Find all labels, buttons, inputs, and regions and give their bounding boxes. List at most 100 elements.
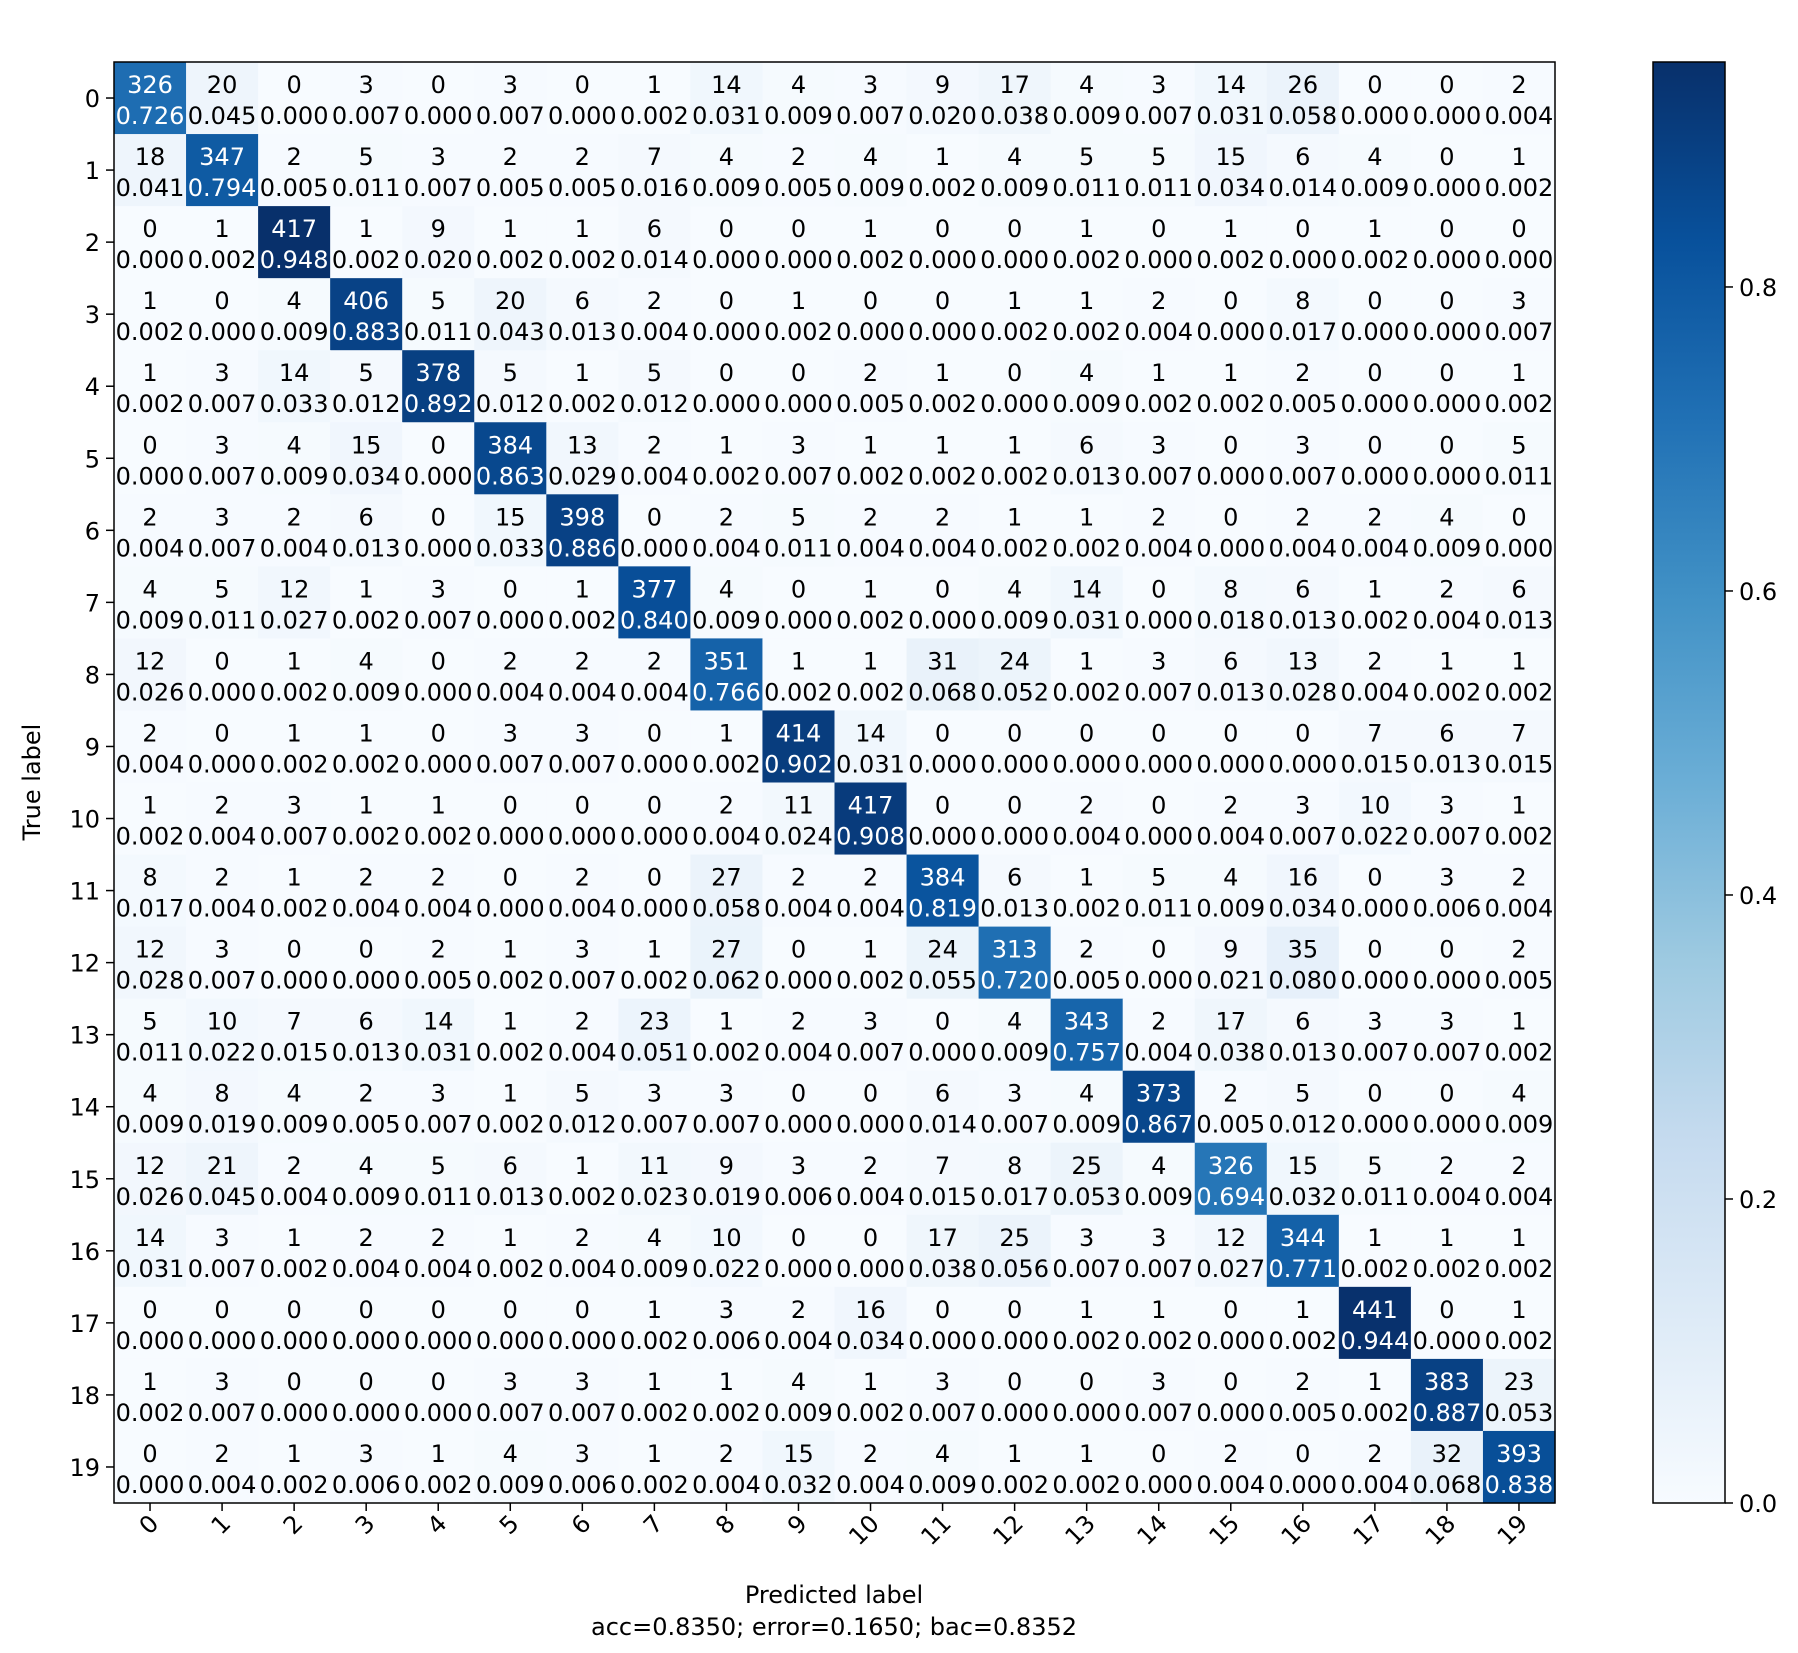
cell-ratio-label: 0.883 [332, 318, 401, 346]
cell-ratio-label: 0.007 [620, 1111, 689, 1139]
colorbar-tick-label: 0.0 [1739, 1490, 1777, 1518]
cell-ratio-label: 0.002 [1052, 246, 1121, 274]
heatmap-cell [1410, 62, 1484, 135]
x-tick-label: 15 [1204, 1509, 1245, 1550]
heatmap-cell [618, 134, 691, 207]
cell-ratio-label: 0.002 [1485, 1327, 1554, 1355]
heatmap-cell [1338, 1430, 1412, 1504]
heatmap-cell [1194, 638, 1268, 712]
cell-ratio-label: 0.004 [1196, 1471, 1265, 1499]
heatmap-cell [762, 710, 836, 784]
cell-ratio-label: 0.720 [980, 967, 1049, 995]
heatmap-cell [1410, 710, 1484, 784]
cell-ratio-label: 0.019 [692, 1183, 761, 1211]
cell-count-label: 313 [992, 936, 1038, 964]
heatmap-cell [1194, 566, 1268, 639]
cell-ratio-label: 0.043 [476, 318, 545, 346]
cell-count-label: 406 [343, 287, 389, 315]
cell-ratio-label: 0.006 [1413, 895, 1482, 923]
heatmap-cell [762, 494, 836, 567]
heatmap-cell [114, 1430, 187, 1504]
cell-count-label: 31 [927, 647, 958, 675]
heatmap-cell [1410, 1286, 1484, 1360]
heatmap-cell [834, 854, 908, 928]
cell-count-label: 2 [286, 143, 301, 171]
cell-count-label: 0 [142, 1296, 157, 1324]
heatmap-cell [762, 998, 836, 1072]
cell-ratio-label: 0.017 [980, 1183, 1049, 1211]
heatmap-cell [1194, 62, 1268, 135]
cell-count-label: 0 [791, 1080, 806, 1108]
heatmap-cell [978, 566, 1052, 639]
heatmap-cell [1194, 206, 1268, 279]
heatmap-cell [618, 566, 691, 639]
heatmap-cell [1122, 1142, 1196, 1216]
heatmap-cell [906, 854, 980, 928]
cell-count-label: 3 [431, 575, 446, 603]
cell-ratio-label: 0.053 [1052, 1183, 1121, 1211]
cell-ratio-label: 0.000 [620, 534, 689, 562]
cell-count-label: 0 [1079, 1368, 1094, 1396]
heatmap-cell [1122, 422, 1196, 495]
cell-count-label: 0 [1439, 359, 1454, 387]
cell-ratio-label: 0.004 [404, 1255, 473, 1283]
cell-count-label: 1 [503, 215, 518, 243]
cell-count-label: 1 [431, 1440, 446, 1468]
cell-ratio-label: 0.002 [692, 1399, 761, 1427]
cell-count-label: 2 [1439, 1152, 1454, 1180]
cell-ratio-label: 0.000 [1196, 1327, 1265, 1355]
cell-count-label: 0 [142, 431, 157, 459]
cell-count-label: 0 [791, 575, 806, 603]
cell-ratio-label: 0.002 [1485, 678, 1554, 706]
cell-count-label: 15 [351, 431, 382, 459]
cell-ratio-label: 0.002 [1268, 1327, 1337, 1355]
heatmap-cell [402, 566, 475, 639]
cell-count-label: 0 [1439, 287, 1454, 315]
cell-count-label: 3 [1151, 647, 1166, 675]
cell-ratio-label: 0.000 [404, 462, 473, 490]
heatmap-cell [1338, 350, 1412, 423]
cell-count-label: 2 [575, 1224, 590, 1252]
cell-ratio-label: 0.009 [332, 1183, 401, 1211]
heatmap-cell [978, 998, 1052, 1072]
cell-count-label: 0 [1223, 1296, 1238, 1324]
cell-count-label: 0 [431, 431, 446, 459]
heatmap-cell [186, 782, 259, 856]
cell-count-label: 26 [1288, 71, 1319, 99]
cell-ratio-label: 0.002 [1052, 1471, 1121, 1499]
cell-ratio-label: 0.002 [764, 678, 833, 706]
cell-ratio-label: 0.007 [188, 462, 257, 490]
heatmap-cell [474, 1286, 547, 1360]
cell-ratio-label: 0.005 [1196, 1111, 1265, 1139]
cell-ratio-label: 0.000 [764, 967, 833, 995]
cell-count-label: 2 [431, 864, 446, 892]
cell-ratio-label: 0.002 [620, 1471, 689, 1499]
cell-count-label: 14 [279, 359, 310, 387]
cell-count-label: 13 [1288, 647, 1319, 675]
cell-count-label: 3 [1439, 864, 1454, 892]
cell-ratio-label: 0.000 [548, 102, 617, 130]
heatmap-cell [690, 422, 764, 495]
cell-ratio-label: 0.000 [764, 1111, 833, 1139]
heatmap-cell [1266, 566, 1340, 639]
cell-ratio-label: 0.002 [260, 1471, 329, 1499]
cell-count-label: 0 [214, 719, 229, 747]
cell-ratio-label: 0.004 [836, 1183, 905, 1211]
cell-ratio-label: 0.000 [404, 750, 473, 778]
cell-count-label: 0 [1367, 431, 1382, 459]
heatmap-cell [1338, 62, 1412, 135]
cell-ratio-label: 0.009 [1485, 1111, 1554, 1139]
cell-ratio-label: 0.000 [332, 967, 401, 995]
heatmap-cell [1266, 1142, 1340, 1216]
cell-ratio-label: 0.004 [1485, 102, 1554, 130]
heatmap-cell [330, 1142, 403, 1216]
cell-ratio-label: 0.005 [476, 174, 545, 202]
cell-count-label: 0 [142, 215, 157, 243]
cell-ratio-label: 0.000 [1196, 750, 1265, 778]
heatmap-cell [1410, 638, 1484, 712]
cell-count-label: 1 [1511, 792, 1526, 820]
cell-count-label: 8 [1223, 575, 1238, 603]
heatmap-cell [546, 638, 619, 712]
heatmap-cell [474, 1142, 547, 1216]
